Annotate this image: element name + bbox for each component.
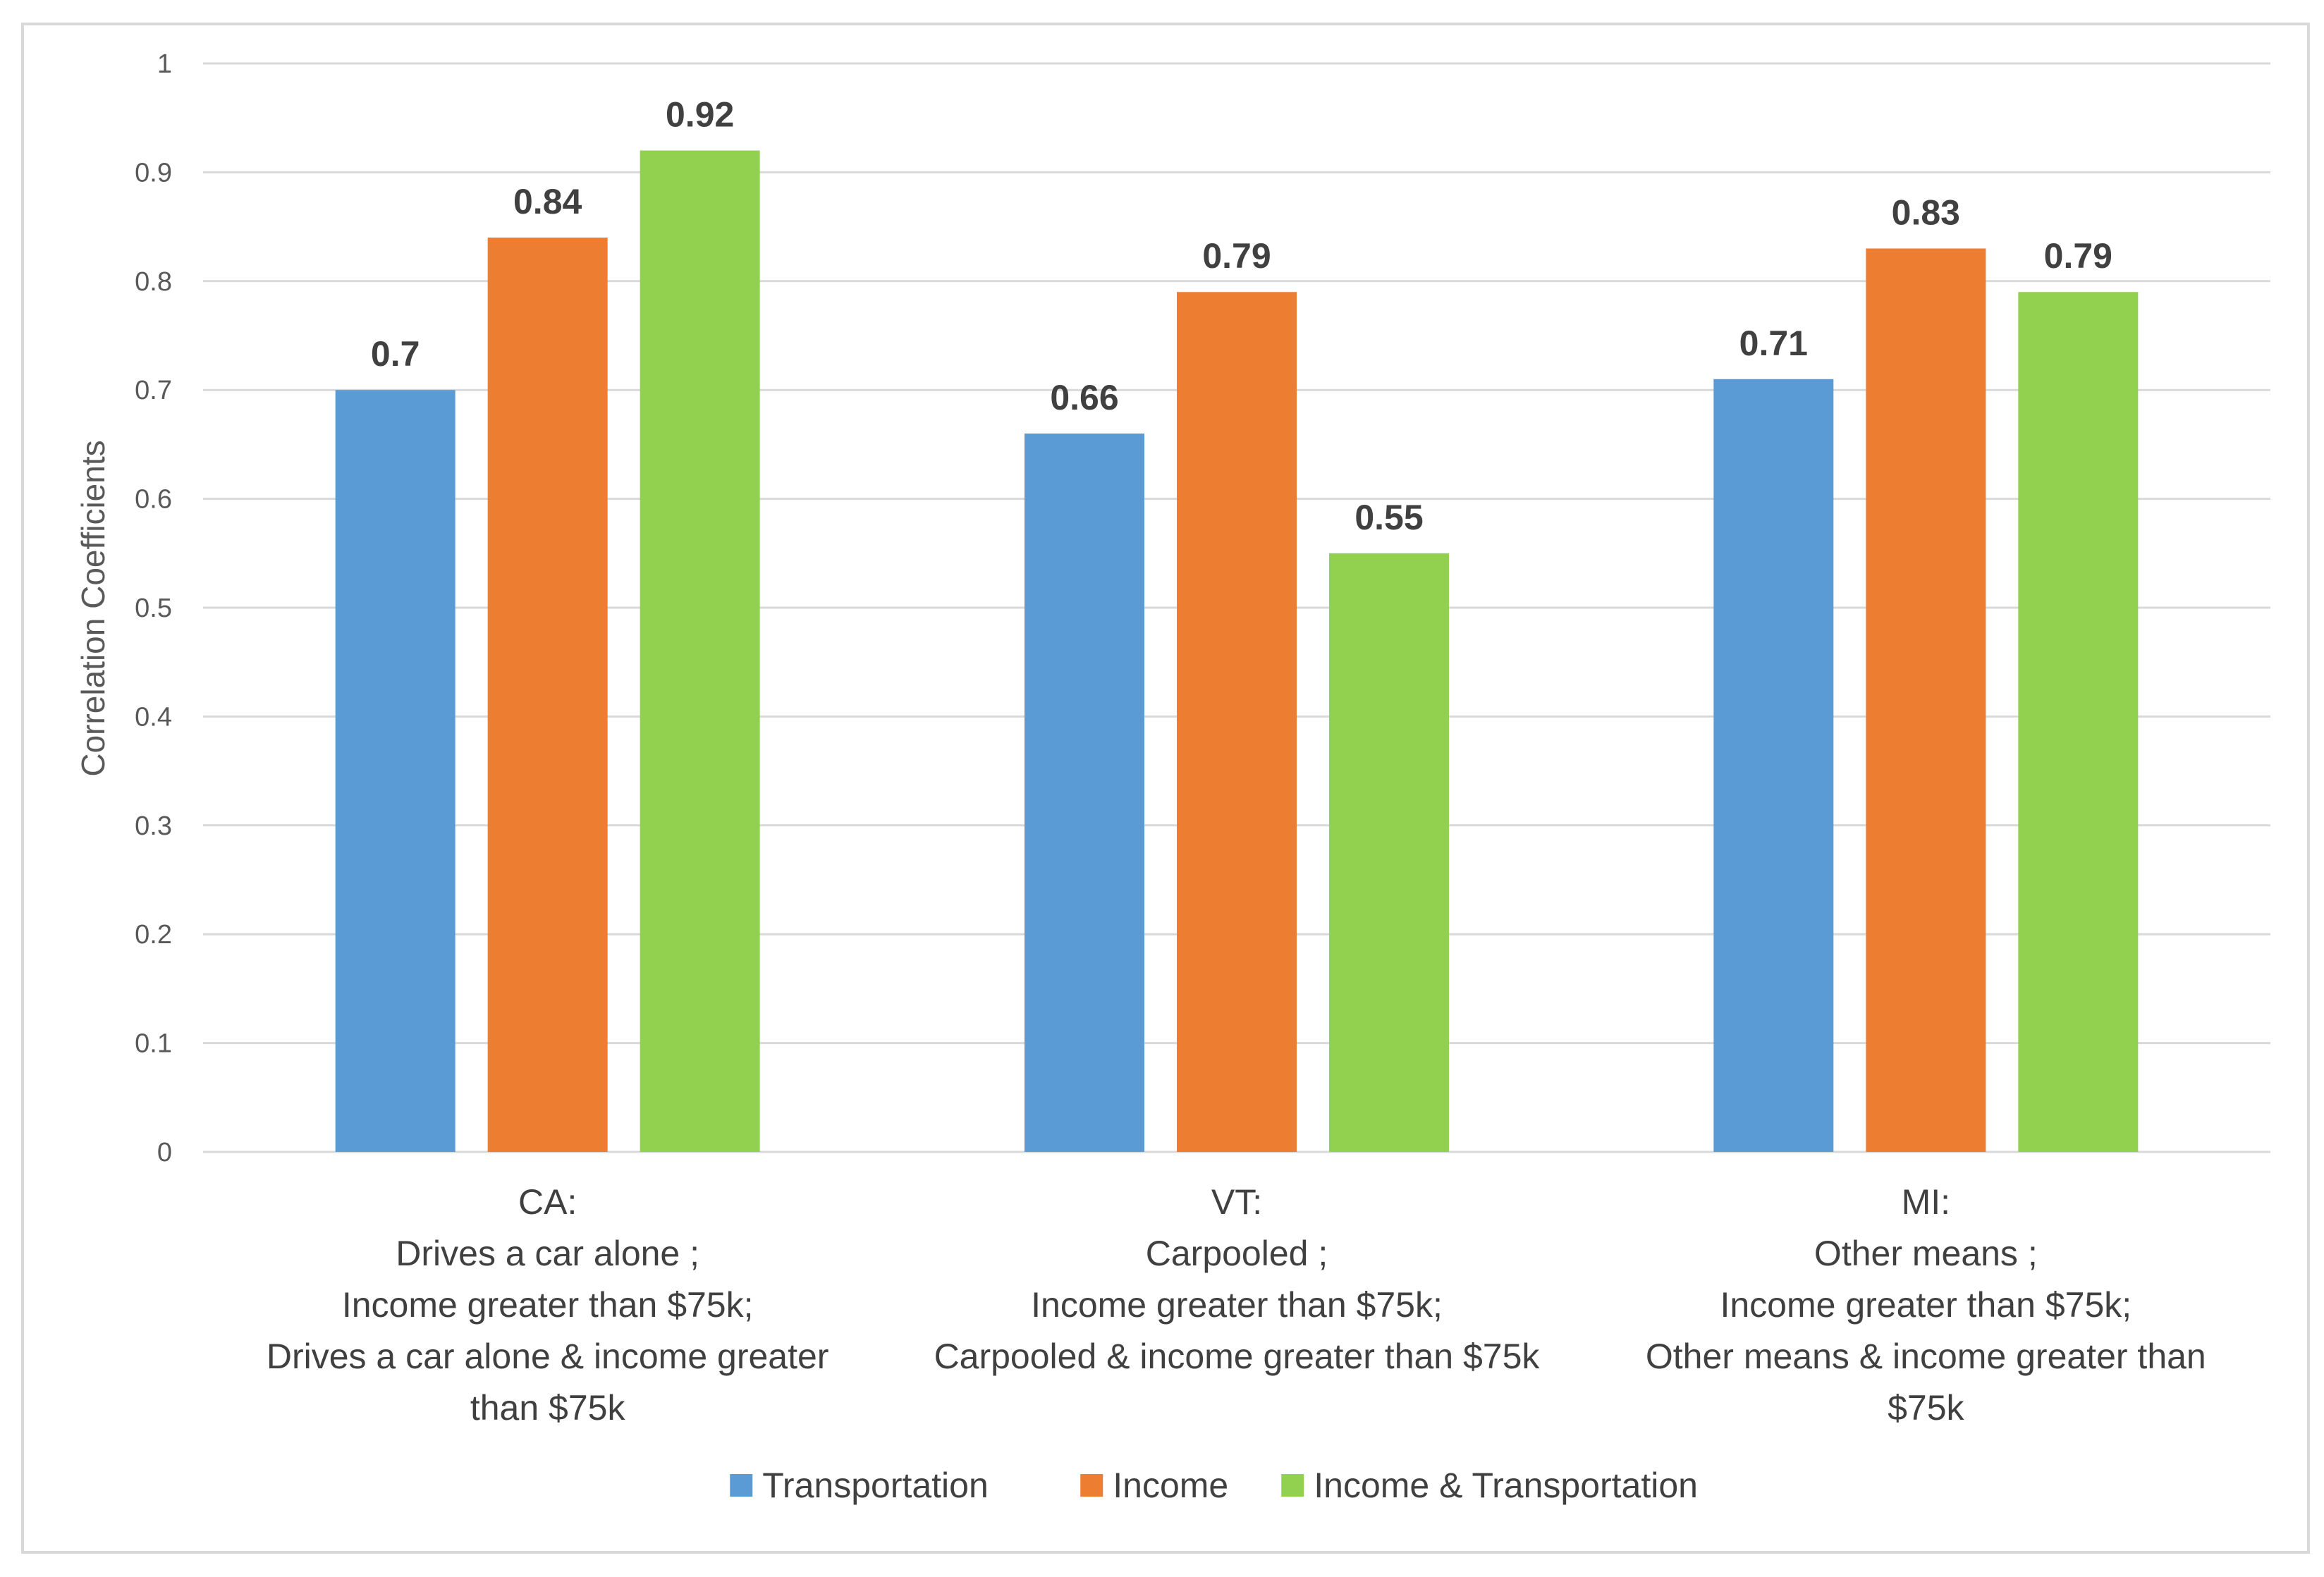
legend-item: Income & Transportation — [1281, 1466, 1698, 1505]
bar-income-transportation-0 — [640, 150, 760, 1152]
category-label-line: Drives a car alone ; — [396, 1234, 699, 1273]
legend-label: Income — [1113, 1466, 1228, 1505]
y-tick-label: 0.9 — [135, 158, 172, 188]
bar-income-0 — [487, 238, 608, 1152]
bars — [335, 150, 2139, 1153]
category-label-line: Drives a car alone & income greater — [267, 1337, 829, 1376]
data-label: 0.55 — [1354, 498, 1423, 537]
category-labels: CA: Drives a car alone ; Income greater th… — [267, 1182, 2206, 1428]
category-label-line: Other means & income greater than — [1646, 1337, 2206, 1376]
data-label: 0.84 — [513, 182, 582, 221]
y-tick-label: 0.6 — [135, 485, 172, 515]
y-tick-label: 0.1 — [135, 1029, 172, 1059]
bar-income-2 — [1866, 248, 1986, 1153]
data-label: 0.71 — [1739, 324, 1808, 363]
data-label: 0.92 — [666, 95, 734, 135]
y-tick-label: 0.2 — [135, 920, 172, 950]
y-tick-label: 0 — [157, 1138, 172, 1167]
legend-swatch — [730, 1474, 753, 1497]
bar-income-1 — [1177, 292, 1297, 1152]
data-label: 0.83 — [1892, 192, 1960, 232]
data-label: 0.79 — [1202, 236, 1271, 276]
bar-income-transportation-1 — [1329, 553, 1449, 1152]
y-tick-label: 0.8 — [135, 267, 172, 297]
legend-swatch — [1080, 1474, 1103, 1497]
legend-label: Income & Transportation — [1314, 1466, 1698, 1505]
legend: Transportation Income Income & Transportat… — [730, 1466, 1698, 1505]
y-tick-label: 0.3 — [135, 811, 172, 841]
category-label: MI: Other means ; Income greater than $75k… — [1646, 1182, 2206, 1428]
bar-income-transportation-2 — [2018, 292, 2139, 1152]
category-label-line: Income greater than $75k; — [1720, 1285, 2132, 1325]
y-axis-title: Correlation Coefficients — [75, 440, 111, 776]
y-tick-label: 0.5 — [135, 594, 172, 623]
category-label-line: CA: — [518, 1182, 577, 1222]
category-label: CA: Drives a car alone ; Income greater th… — [267, 1182, 829, 1428]
legend-swatch — [1281, 1474, 1304, 1497]
category-label-line: Other means ; — [1814, 1234, 2038, 1273]
data-label: 0.66 — [1050, 378, 1118, 417]
category-label-line: VT: — [1211, 1182, 1262, 1222]
y-tick-label: 0.4 — [135, 702, 172, 732]
y-axis-ticks: 0 0.1 0.2 0.3 0.4 0.5 0.6 0.7 0.8 0.9 1 — [135, 49, 172, 1167]
bar-transportation-1 — [1025, 433, 1144, 1152]
bar-transportation-0 — [335, 390, 455, 1153]
legend-item: Transportation — [730, 1466, 989, 1505]
legend-label: Transportation — [762, 1466, 989, 1505]
category-label-line: Carpooled ; — [1146, 1234, 1328, 1273]
data-label: 0.79 — [2044, 236, 2112, 276]
category-label-line: Income greater than $75k; — [1031, 1285, 1443, 1325]
y-tick-label: 1 — [157, 49, 172, 79]
category-label: VT: Carpooled ; Income greater than $75k; C… — [934, 1182, 1541, 1376]
legend-item: Income — [1080, 1466, 1228, 1505]
category-label-line: Carpooled & income greater than $75k — [934, 1337, 1541, 1376]
category-label-line: Income greater than $75k; — [342, 1285, 754, 1325]
category-label-line: than $75k — [470, 1388, 626, 1428]
bar-transportation-2 — [1713, 379, 1834, 1152]
category-label-line: $75k — [1888, 1388, 1964, 1428]
data-labels: 0.7 0.66 0.71 0.84 0.79 0.83 0.92 0.55 0.79 — [371, 95, 2112, 537]
data-label: 0.7 — [371, 334, 420, 374]
y-tick-label: 0.7 — [135, 376, 172, 405]
category-label-line: MI: — [1902, 1182, 1950, 1222]
